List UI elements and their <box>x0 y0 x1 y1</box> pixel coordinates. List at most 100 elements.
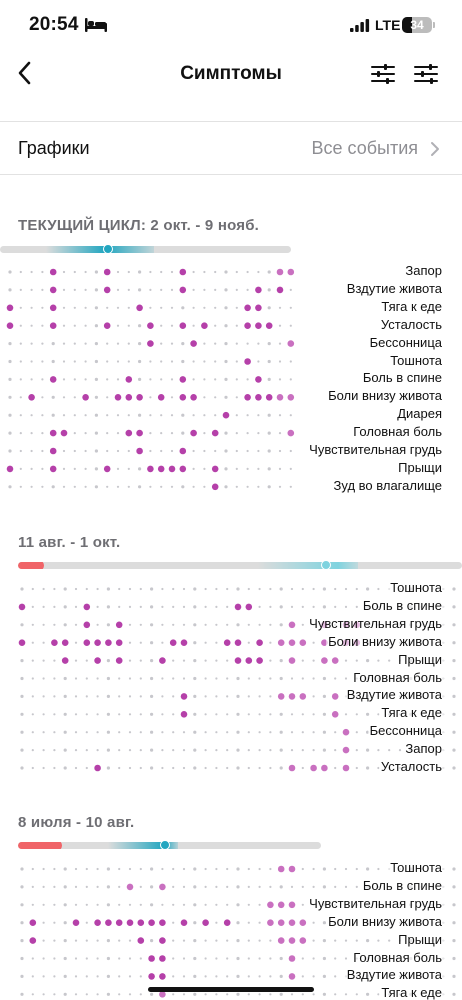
empty-day-dot <box>53 766 56 770</box>
empty-day-dot <box>203 467 206 470</box>
symptom-dot <box>277 919 285 926</box>
empty-day-dot <box>258 677 261 680</box>
empty-day-dot <box>149 288 152 291</box>
empty-day-dot <box>106 939 110 943</box>
empty-day-dot <box>257 449 260 453</box>
empty-day-dot <box>193 956 197 961</box>
empty-day-dot <box>214 288 217 291</box>
empty-day-dot <box>235 432 238 435</box>
empty-day-dot <box>172 993 175 996</box>
empty-day-dot <box>73 485 76 488</box>
empty-day-dot <box>106 730 110 734</box>
empty-day-dot <box>20 730 24 734</box>
symptom-dot <box>136 394 143 401</box>
empty-day-dot <box>192 414 195 417</box>
empty-day-dot <box>161 867 164 871</box>
empty-day-dot <box>94 306 98 310</box>
empty-day-dot <box>41 449 44 453</box>
empty-day-dot <box>193 694 197 699</box>
empty-day-dot <box>85 749 88 752</box>
empty-day-dot <box>204 903 207 906</box>
empty-day-dot <box>74 903 78 906</box>
empty-day-dot <box>322 974 326 979</box>
empty-day-dot <box>269 677 272 680</box>
empty-day-dot <box>247 695 250 698</box>
empty-day-dot <box>258 903 261 906</box>
empty-day-dot <box>53 623 56 626</box>
empty-day-dot <box>31 903 34 906</box>
empty-day-dot <box>138 413 142 417</box>
graphs-filter-value: Все события <box>311 138 418 158</box>
empty-day-dot <box>258 939 261 942</box>
empty-day-dot <box>204 623 207 626</box>
empty-day-dot <box>63 587 67 591</box>
symptom-dot <box>222 411 230 419</box>
empty-day-dot <box>355 867 358 871</box>
empty-day-dot <box>236 903 240 907</box>
empty-day-dot <box>204 731 207 734</box>
settings-button[interactable] <box>413 61 439 87</box>
empty-day-dot <box>355 659 358 662</box>
empty-day-dot <box>85 659 88 662</box>
symptom-dot <box>159 955 166 962</box>
empty-day-dot <box>267 270 271 274</box>
empty-day-dot <box>452 623 456 627</box>
empty-day-dot <box>128 903 132 906</box>
symptom-dot <box>331 711 339 718</box>
empty-day-dot <box>257 360 260 363</box>
empty-day-dot <box>172 975 175 978</box>
symptom-dot <box>148 955 155 962</box>
symptom-dot <box>287 394 295 401</box>
symptom-dot <box>190 429 197 437</box>
empty-day-dot <box>192 288 195 291</box>
empty-day-dot <box>20 974 24 979</box>
empty-day-dot <box>139 903 142 906</box>
empty-day-dot <box>149 449 152 453</box>
empty-day-dot <box>150 605 154 609</box>
empty-day-dot <box>53 993 56 996</box>
empty-day-dot <box>301 993 304 996</box>
empty-day-dot <box>279 605 283 609</box>
empty-day-dot <box>215 695 218 698</box>
back-button[interactable] <box>14 58 44 88</box>
empty-day-dot <box>62 378 66 381</box>
symptom-label: Головная боль <box>351 424 444 440</box>
empty-day-dot <box>278 324 282 327</box>
empty-day-dot <box>214 360 217 363</box>
graphs-row[interactable]: Графики Все события <box>0 121 462 175</box>
empty-day-dot <box>41 306 44 309</box>
empty-day-dot <box>258 867 261 871</box>
empty-day-dot <box>301 903 304 906</box>
empty-day-dot <box>279 659 283 663</box>
empty-day-dot <box>278 449 282 453</box>
empty-day-dot <box>170 432 174 435</box>
symptom-dot <box>6 465 14 473</box>
empty-day-dot <box>19 485 22 488</box>
symptom-dot <box>103 286 111 294</box>
symptom-dot <box>29 937 37 944</box>
empty-day-dot <box>8 395 12 399</box>
empty-day-dot <box>19 306 22 309</box>
empty-day-dot <box>182 677 186 680</box>
empty-day-dot <box>160 432 163 435</box>
empty-day-dot <box>74 641 78 644</box>
empty-day-dot <box>204 641 207 644</box>
empty-day-dot <box>116 360 120 363</box>
empty-day-dot <box>334 766 337 770</box>
empty-day-dot <box>20 694 24 699</box>
empty-day-dot <box>127 288 130 291</box>
empty-day-dot <box>150 748 154 752</box>
filter-button[interactable] <box>370 61 396 87</box>
empty-day-dot <box>312 659 315 662</box>
empty-day-dot <box>301 957 304 960</box>
empty-day-dot <box>278 467 282 470</box>
empty-day-dot <box>247 993 250 996</box>
symptom-dot <box>288 865 296 873</box>
empty-day-dot <box>19 288 22 291</box>
empty-day-dot <box>312 677 315 680</box>
symptom-dot <box>342 746 350 754</box>
empty-day-dot <box>160 378 163 381</box>
empty-day-dot <box>116 414 120 417</box>
empty-day-dot <box>149 485 152 488</box>
empty-day-dot <box>214 449 217 453</box>
